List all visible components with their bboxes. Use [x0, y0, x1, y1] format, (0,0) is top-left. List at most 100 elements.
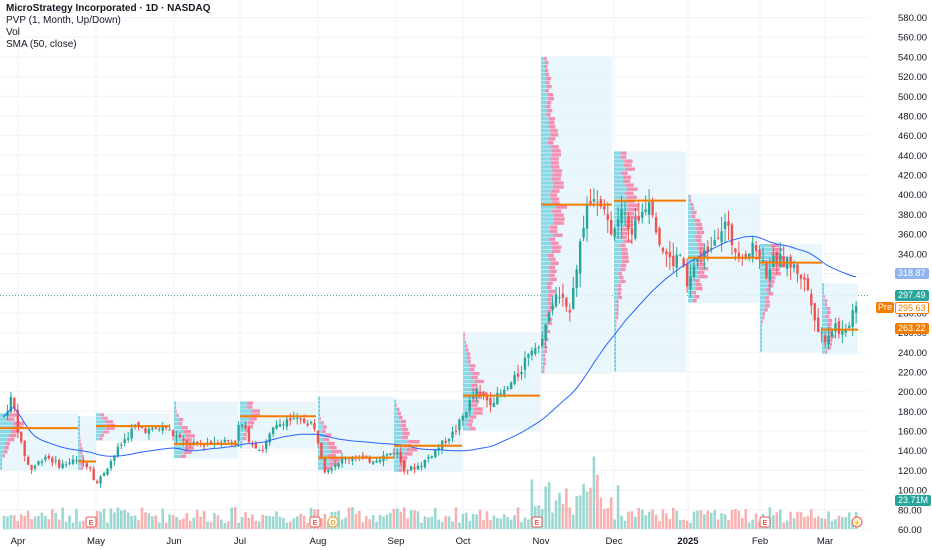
- profile-row-down: [550, 157, 559, 161]
- candle-body: [251, 443, 254, 445]
- volume-bar: [82, 520, 85, 529]
- profile-row-up: [541, 321, 548, 326]
- candle-body: [61, 463, 64, 468]
- profile-row-up: [240, 421, 248, 425]
- profile-row-down: [469, 364, 476, 368]
- profile-row-down: [549, 277, 557, 282]
- profile-row-down: [473, 395, 483, 399]
- profile-row-up: [822, 287, 824, 291]
- volume-bar: [592, 456, 596, 529]
- profile-row-down: [547, 281, 553, 286]
- indicator-vol[interactable]: Vol: [6, 27, 20, 38]
- volume-bar: [64, 521, 68, 529]
- volume-bar: [189, 520, 192, 529]
- x-tick-label: Jun: [166, 536, 181, 547]
- profile-row-up: [688, 299, 693, 303]
- profile-row-up: [760, 255, 774, 260]
- profile-row-down: [551, 201, 560, 205]
- profile-row-up: [541, 305, 549, 310]
- profile-row-down: [546, 84, 552, 89]
- profile-row-up: [318, 412, 320, 417]
- indicator-pvp[interactable]: PVP (1, Month, Up/Down): [6, 15, 121, 26]
- profile-row-down: [184, 446, 194, 450]
- pre-market-badge: Pre: [876, 302, 895, 313]
- volume-bar: [803, 517, 806, 529]
- profile-row-down: [770, 268, 780, 272]
- profile-row-up: [96, 427, 107, 430]
- volume-bar: [133, 515, 137, 529]
- profile-row-up: [541, 221, 554, 225]
- volume-bar: [489, 520, 492, 529]
- profile-row-down: [467, 360, 471, 364]
- profile-row-down: [328, 445, 337, 450]
- profile-row-down: [696, 226, 703, 231]
- profile-row-up: [688, 238, 696, 243]
- profile-row-up: [614, 203, 628, 207]
- candle-body: [585, 205, 589, 229]
- volume-bar: [703, 514, 706, 529]
- profile-row-down: [761, 328, 762, 332]
- x-tick-label: Jul: [234, 536, 246, 547]
- profile-row-up: [240, 440, 242, 445]
- candle-body: [654, 217, 658, 233]
- volume-bar: [116, 507, 120, 529]
- profile-row-up: [614, 151, 621, 155]
- profile-row-up: [541, 181, 554, 185]
- symbol-title[interactable]: MicroStrategy Incorporated · 1D · NASDAQ: [6, 3, 211, 14]
- profile-row-down: [319, 417, 321, 421]
- profile-row-down: [546, 105, 551, 109]
- volume-bar: [709, 512, 713, 529]
- profile-row-down: [7, 417, 15, 421]
- candle-body: [258, 449, 261, 451]
- profile-row-up: [614, 287, 619, 292]
- profile-row-down: [824, 299, 828, 303]
- profile-row-down: [548, 305, 555, 310]
- profile-row-down: [615, 335, 616, 340]
- profile-row-down: [620, 279, 626, 284]
- profile-row-up: [240, 429, 246, 433]
- profile-row-up: [541, 113, 547, 117]
- profile-row-up: [541, 357, 544, 362]
- candle-body: [768, 269, 772, 281]
- y-tick-label: 180.00: [898, 407, 927, 418]
- candle-body: [434, 449, 437, 458]
- candle-body: [544, 324, 547, 341]
- profile-row-up: [318, 437, 325, 442]
- y-tick-label: 220.00: [898, 367, 927, 378]
- candle-body: [368, 456, 371, 463]
- candle-body: [489, 398, 492, 406]
- profile-row-up: [614, 335, 616, 340]
- earnings-icon-glyph: E: [89, 520, 94, 527]
- volume-bar: [830, 521, 834, 529]
- profile-row-up: [541, 309, 547, 314]
- profile-row-down: [396, 407, 400, 412]
- profile-row-up: [541, 281, 548, 286]
- candle-body: [227, 439, 230, 442]
- candle-body: [271, 427, 275, 434]
- candle-body: [182, 439, 185, 441]
- volume-bar: [51, 509, 54, 529]
- profile-row-up: [822, 314, 827, 319]
- profile-row-down: [621, 235, 627, 240]
- profile-row-down: [550, 197, 560, 201]
- profile-row-up: [541, 329, 547, 334]
- candle-body: [779, 253, 782, 268]
- profile-row-up: [614, 291, 618, 296]
- volume-bar: [596, 474, 599, 529]
- volume-bar: [451, 521, 454, 529]
- volume-bar: [520, 522, 523, 529]
- candle-body: [413, 467, 416, 470]
- profile-row-down: [79, 420, 80, 424]
- indicator-sma[interactable]: SMA (50, close): [6, 39, 77, 50]
- x-tick-label: Oct: [456, 536, 471, 547]
- volume-bar: [182, 518, 185, 529]
- volume-bar: [634, 516, 637, 529]
- candle-body: [613, 228, 616, 237]
- profile-row-down: [615, 359, 616, 364]
- profile-row-up: [78, 454, 82, 459]
- profile-row-up: [78, 466, 81, 470]
- volume-bar: [285, 522, 289, 529]
- profile-row-up: [0, 441, 6, 446]
- profile-row-up: [822, 299, 825, 303]
